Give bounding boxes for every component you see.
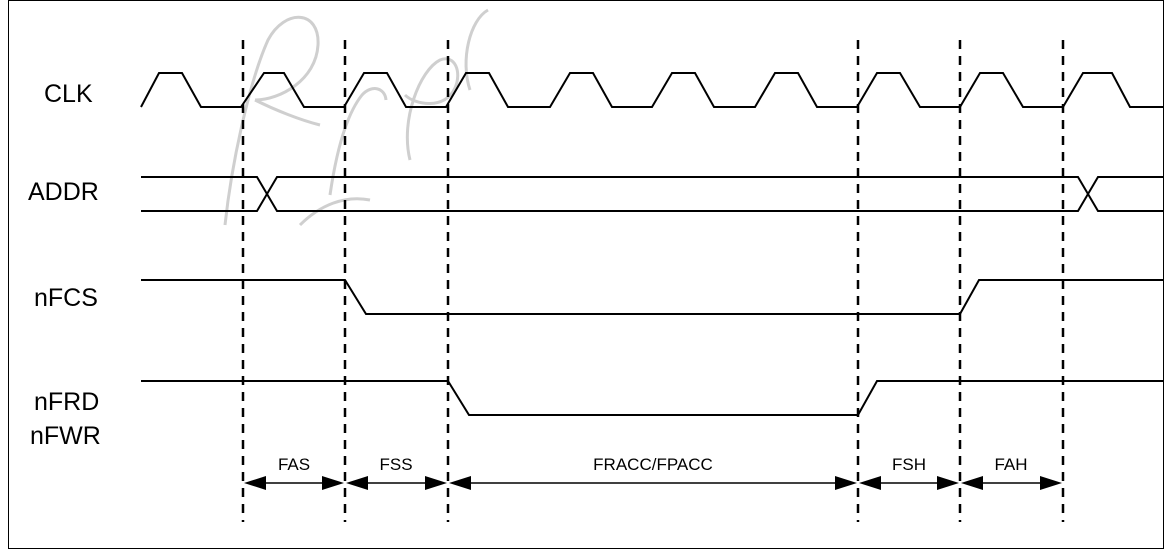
interval-fah [961, 476, 1062, 490]
fas-label: FAS [278, 455, 310, 474]
fah-label: FAH [994, 455, 1027, 474]
clk-label: CLK [44, 80, 93, 108]
nfwr-label: nFWR [30, 422, 101, 450]
fss-label: FSS [379, 455, 412, 474]
addr-label: ADDR [28, 178, 99, 206]
nfcs-waveform [141, 279, 1164, 315]
interval-fas [244, 476, 344, 490]
fracc-fpacc-label: FRACC/FPACC [593, 455, 713, 474]
diagram-border [8, 0, 1164, 549]
clk-waveform [140, 72, 1164, 108]
nfrd-nfwr-waveform [141, 380, 1164, 416]
interval-fsh [859, 476, 959, 490]
addr-waveform-top [141, 176, 1164, 212]
interval-fracc [449, 476, 857, 490]
addr-waveform-bottom [141, 176, 1164, 212]
timing-guides [241, 40, 1065, 522]
nfrd-label: nFRD [34, 388, 99, 416]
nfcs-label: nFCS [34, 284, 98, 312]
interval-fss [346, 476, 447, 490]
fsh-label: FSH [892, 455, 926, 474]
